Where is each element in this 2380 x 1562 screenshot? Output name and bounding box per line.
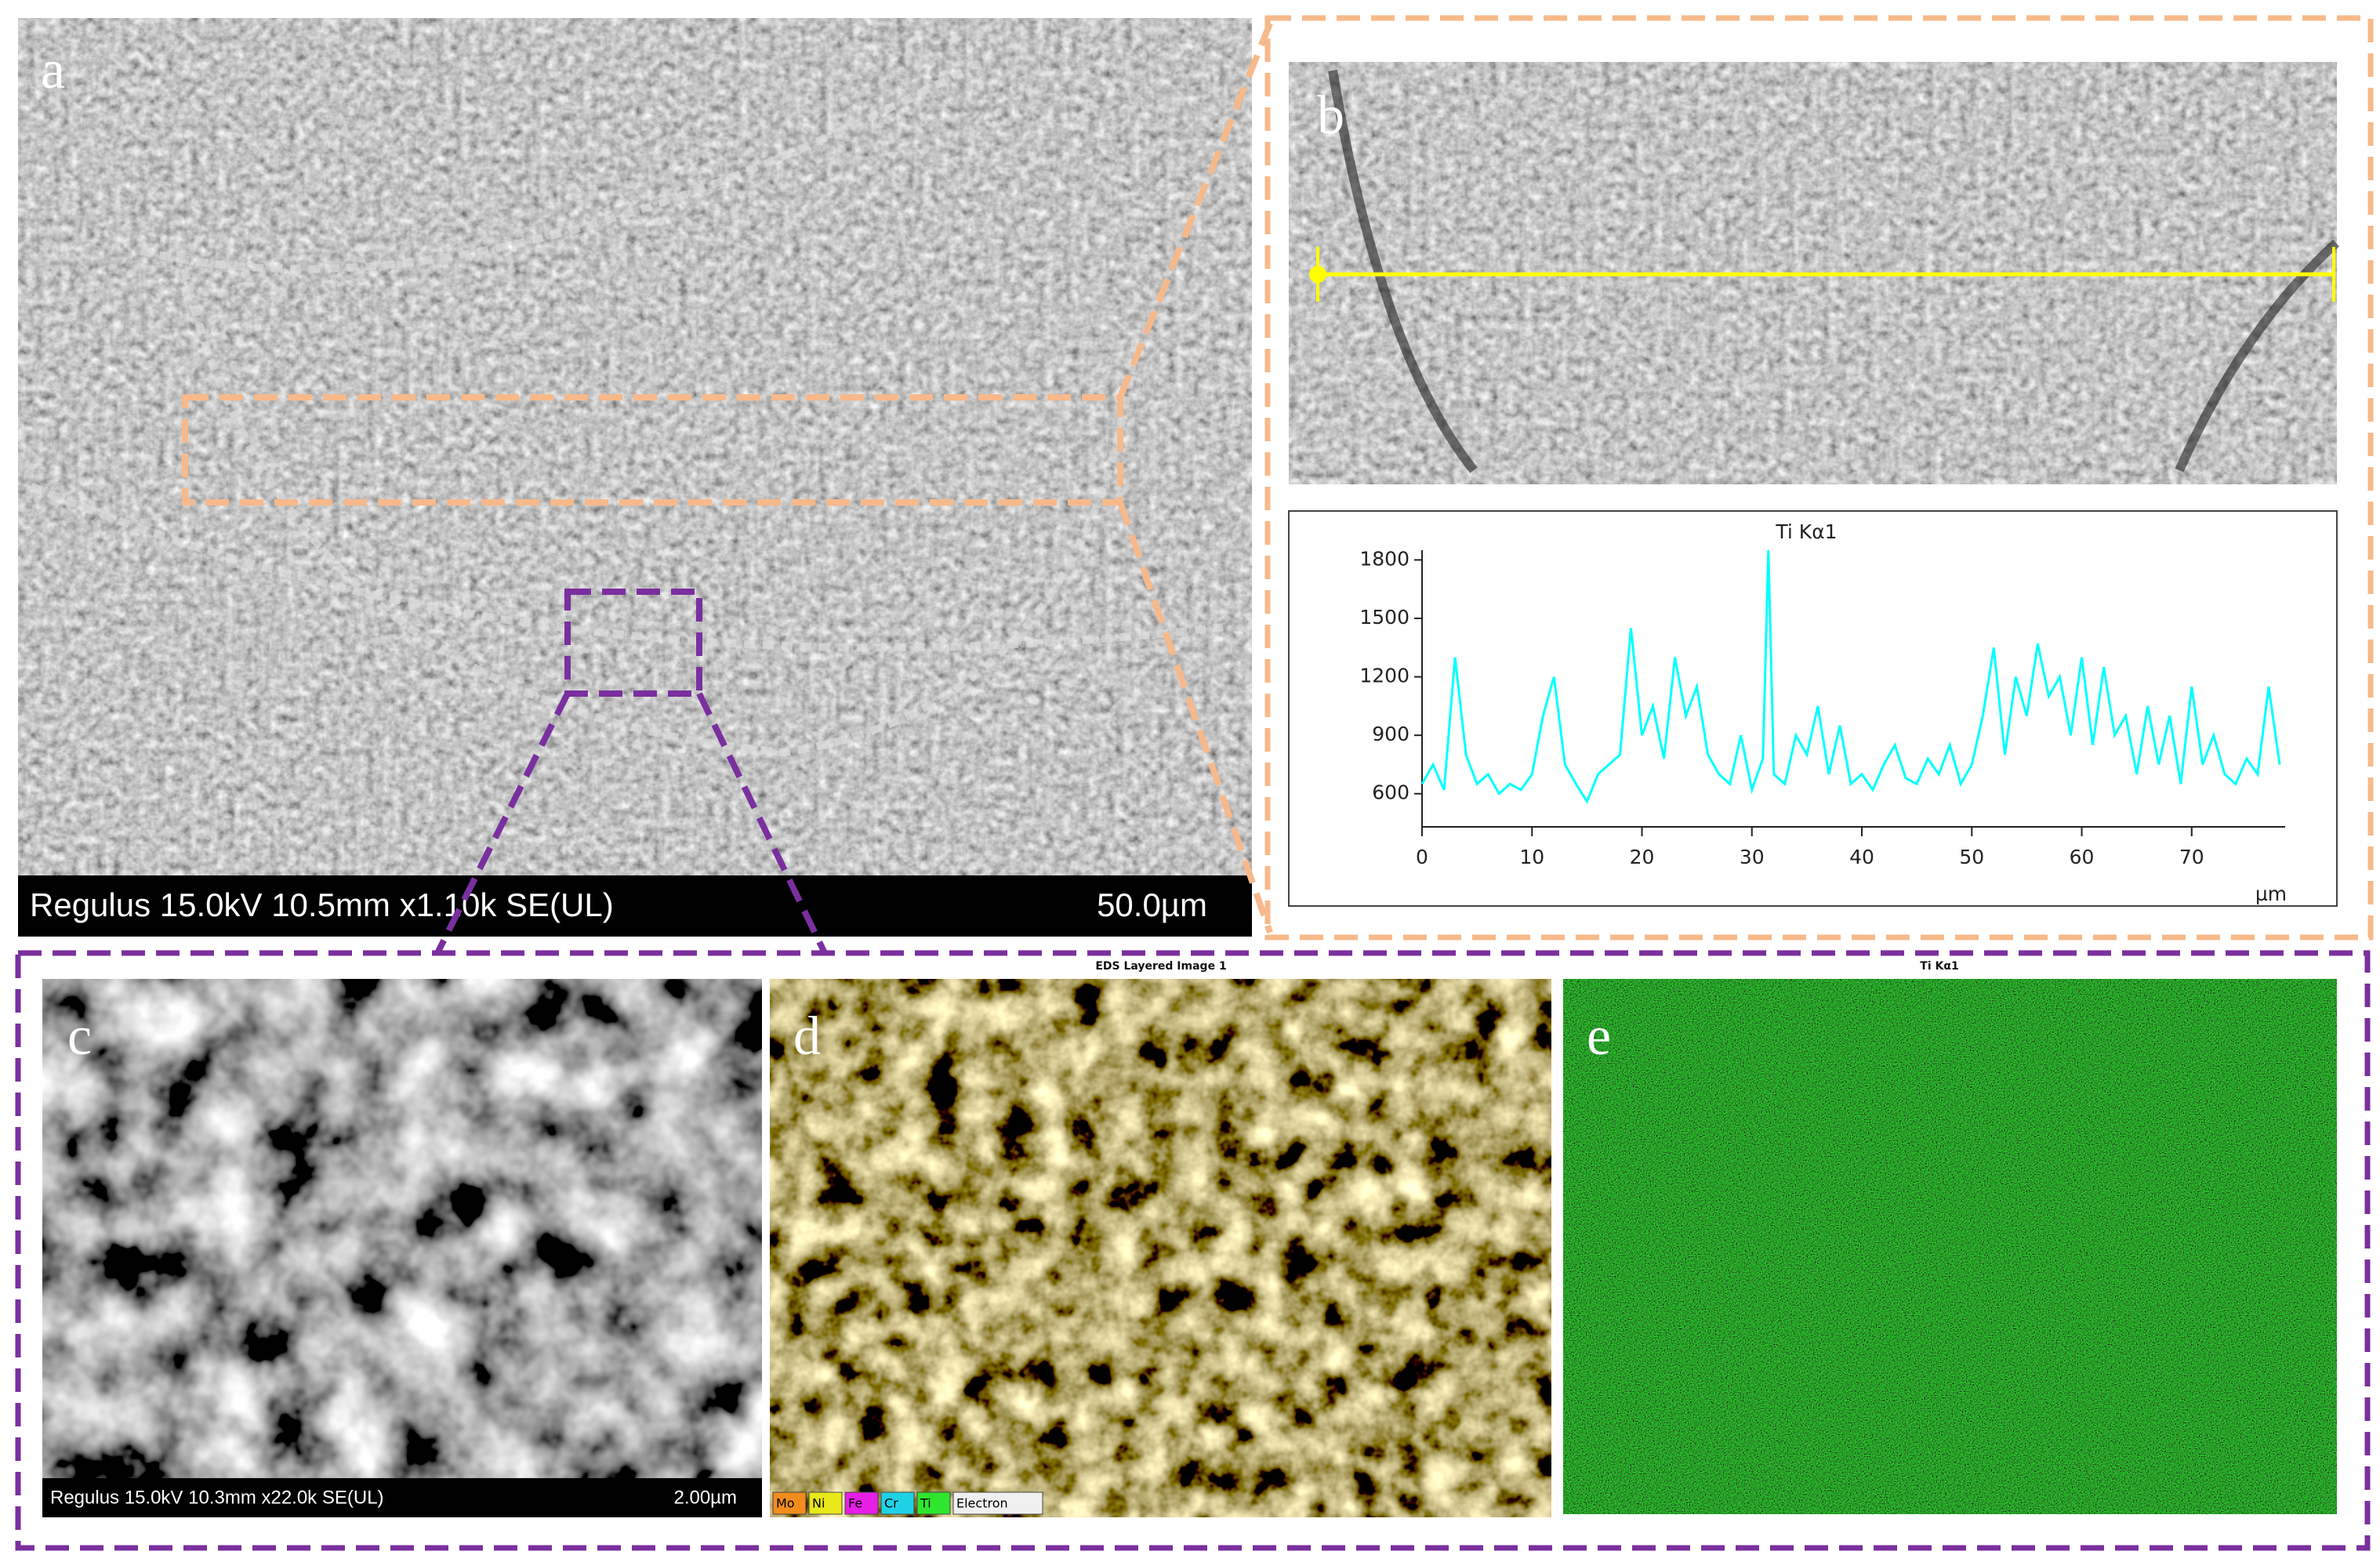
x-tick-label: 0 [1416, 846, 1428, 868]
legend-label: Cr [884, 1496, 898, 1511]
x-tick-label: 70 [2179, 846, 2204, 868]
frame [15, 950, 2371, 1551]
connector [434, 692, 571, 955]
legend-label: Fe [848, 1496, 862, 1511]
info-bar [42, 1478, 762, 1517]
legend-swatch [880, 1491, 915, 1515]
line-chart: Ti Kα1 µm 600 900 1200 1500 1800 0 10 20 30 40 50 60 7… [1359, 520, 2287, 905]
chart-box [1288, 510, 2338, 907]
info-text: Regulus 15.0kV 10.5mm x1.10k SE(UL) [30, 886, 614, 923]
micrograph-a [18, 18, 1252, 875]
legend-label: Ni [812, 1496, 825, 1511]
y-tick-label: 900 [1372, 723, 1409, 745]
panel-label: d [793, 1006, 821, 1067]
panel-label: e [1587, 1006, 1611, 1067]
legend: Mo Ni Fe Cr Ti Electron [772, 1491, 1043, 1515]
panel-label: b [1317, 85, 1344, 146]
frame [1264, 15, 2374, 940]
connector [1117, 501, 1273, 934]
connector [696, 692, 828, 955]
line-series [1420, 549, 2281, 804]
x-tick-label: 40 [1849, 846, 1874, 868]
x-axis-label: µm [2255, 882, 2287, 905]
region-box [182, 394, 1123, 506]
scale-text: 50.0µm [1097, 886, 1207, 923]
panel-label: c [67, 1006, 92, 1067]
x-tick-label: 30 [1740, 846, 1765, 868]
y-tick-label: 1200 [1359, 665, 1409, 687]
legend-swatch [916, 1491, 951, 1515]
info-text: Regulus 15.0kV 10.3mm x22.0k SE(UL) [50, 1487, 384, 1508]
micrograph-e [1563, 979, 2337, 1514]
grain-boundary [1328, 70, 2340, 473]
panel-title: Ti Kα1 [1920, 960, 1958, 973]
micrograph-d [770, 979, 1551, 1517]
legend-swatch [844, 1491, 879, 1515]
legend-swatch [808, 1491, 843, 1515]
legend-swatch [772, 1491, 807, 1515]
micrograph-c [42, 979, 762, 1478]
grain-boundary [30, 67, 1224, 757]
panel-title: EDS Layered Image 1 [1095, 960, 1226, 973]
y-tick-label: 1500 [1359, 606, 1409, 629]
y-tick-label: 1800 [1359, 547, 1409, 570]
legend-label: Ti [920, 1496, 931, 1511]
x-tick-label: 10 [1519, 846, 1544, 868]
panel-label: a [41, 40, 65, 100]
legend-swatch [952, 1491, 1043, 1515]
info-bar [18, 875, 1252, 937]
x-tick-label: 60 [2070, 846, 2095, 868]
x-tick-label: 50 [1959, 846, 1984, 868]
region-box [564, 589, 702, 697]
legend-label: Mo [776, 1496, 795, 1511]
chart-title: Ti Kα1 [1775, 520, 1837, 543]
legend-label: Electron [956, 1496, 1008, 1511]
x-tick-label: 20 [1630, 846, 1655, 868]
scale-text: 2.00µm [673, 1487, 737, 1508]
y-tick-label: 600 [1372, 781, 1409, 804]
